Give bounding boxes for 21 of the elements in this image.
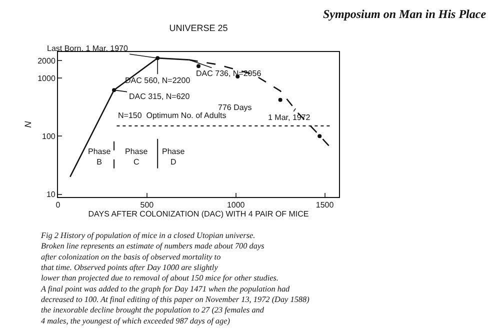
x-axis-title: DAYS AFTER COLONIZATION (DAC) WITH 4 PAIR OF MICE	[88, 210, 309, 219]
chart-title: UNIVERSE 25	[169, 23, 228, 34]
y-tick-label: 2000	[38, 56, 56, 66]
annotation: Phase B	[88, 147, 112, 166]
y-tick-label: 10	[46, 190, 56, 200]
annotation: DAC 315, N=620	[129, 92, 190, 101]
annotation: DAC 560, N=2200	[125, 76, 191, 85]
y-axis-title: N	[22, 120, 33, 128]
x-tick-label: 1000	[226, 200, 246, 210]
y-tick-label: 1000	[38, 74, 56, 83]
x-tick-label: 1500	[316, 200, 334, 210]
ref-line-label: N=150 Optimum No. of Adults	[118, 111, 226, 120]
text: Fig 2 History of population of mice in a closed Utopian universe. Broken line represents an estimate of numbers made about 700 days after colonization on the basis of observed mortality to that time. Observed points after Day 1000 are slightly lower than projected due to removal of about 150 mice for other studies. A final point was added to the graph for Day 1471 when the population had decreased to 100. At final editing of this paper on November 13, 1972 (Day 1588) the inexorable decline brought the population to 27 (23 females and 4 males, the youngest of which exceeded 987 days of age)	[41, 231, 310, 326]
text: Symposium on Man in His Place	[323, 7, 487, 21]
annotation: Phase D	[162, 147, 186, 166]
x-tick-label: 0	[56, 200, 61, 210]
x-tick-label: 500	[140, 200, 154, 210]
annotation: 776 Days	[218, 103, 252, 112]
annotation: Phase C	[125, 147, 148, 166]
y-tick-label: 100	[42, 132, 56, 141]
annotation: Last Born, 1 Mar, 1970	[47, 44, 128, 53]
